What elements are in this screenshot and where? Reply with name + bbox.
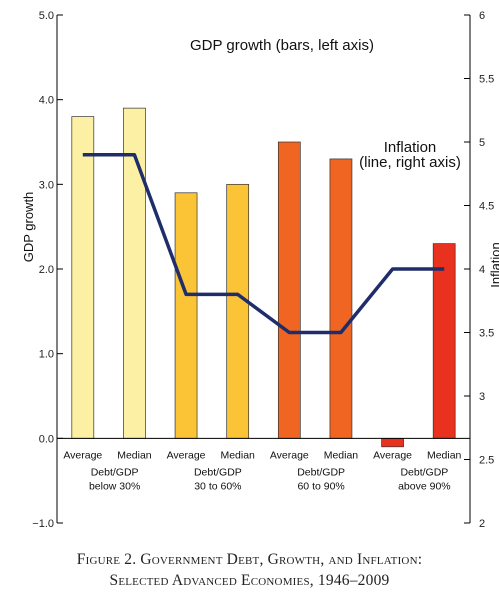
category-label: Average — [270, 449, 309, 461]
gdp-bar — [277, 141, 301, 439]
right-tick-label: 3 — [479, 391, 485, 403]
category-label: Average — [373, 449, 412, 461]
caption-line-1: Figure 2. Government Debt, Growth, and I… — [76, 551, 423, 568]
right-tick-label: 5.5 — [479, 74, 494, 86]
right-tick-label: 4 — [479, 264, 485, 276]
category-label: Median — [324, 449, 359, 461]
gdp-bar — [226, 183, 250, 439]
right-tick-label: 5 — [479, 137, 485, 149]
gdp-bar — [174, 192, 198, 439]
line-annotation-line1: Inflation — [384, 139, 437, 156]
left-tick-label: 2.0 — [39, 264, 54, 276]
category-label: Average — [63, 449, 102, 461]
left-tick-label: −1.0 — [32, 518, 54, 530]
category-label: Median — [220, 449, 255, 461]
inflation-line — [82, 152, 445, 335]
right-tick-label: 4.5 — [479, 201, 494, 213]
category-label: Median — [427, 449, 462, 461]
gdp-bar — [381, 437, 404, 448]
left-tick-label: 0.0 — [39, 433, 54, 445]
gdp-bar — [432, 243, 456, 439]
right-tick-label: 3.5 — [479, 328, 494, 340]
group-label-line1: Debt/GDP — [297, 466, 345, 478]
group-label-line2: above 90% — [398, 480, 451, 492]
group-label-line1: Debt/GDP — [194, 466, 242, 478]
category-label: Average — [167, 449, 206, 461]
left-tick-label: 3.0 — [39, 179, 54, 191]
gdp-bar — [329, 158, 353, 439]
figure-caption: Figure 2. Government Debt, Growth, and I… — [0, 549, 499, 591]
gdp-bar — [71, 116, 95, 439]
left-tick-label: 5.0 — [39, 10, 54, 22]
right-tick-label: 2.5 — [479, 455, 494, 467]
right-tick-label: 2 — [479, 518, 485, 530]
category-label: Median — [117, 449, 152, 461]
group-label-line1: Debt/GDP — [400, 466, 448, 478]
right-axis-label: Inflation — [488, 242, 499, 288]
group-label-line1: Debt/GDP — [91, 466, 139, 478]
group-label-line2: 60 to 90% — [297, 480, 344, 492]
line-annotation-line2: (line, right axis) — [359, 154, 461, 171]
left-axis-label: GDP growth — [21, 192, 36, 263]
caption-line-2: Selected Advanced Economies, 1946–2009 — [109, 572, 390, 589]
right-tick-label: 6 — [479, 10, 485, 22]
left-tick-label: 1.0 — [39, 349, 54, 361]
bars-annotation: GDP growth (bars, left axis) — [190, 37, 374, 54]
left-tick-label: 4.0 — [39, 95, 54, 107]
group-label-line2: below 30% — [89, 480, 140, 492]
group-label-line2: 30 to 60% — [194, 480, 241, 492]
chart: −1.00.01.02.03.04.05.022.533.544.555.56 … — [21, 10, 499, 530]
